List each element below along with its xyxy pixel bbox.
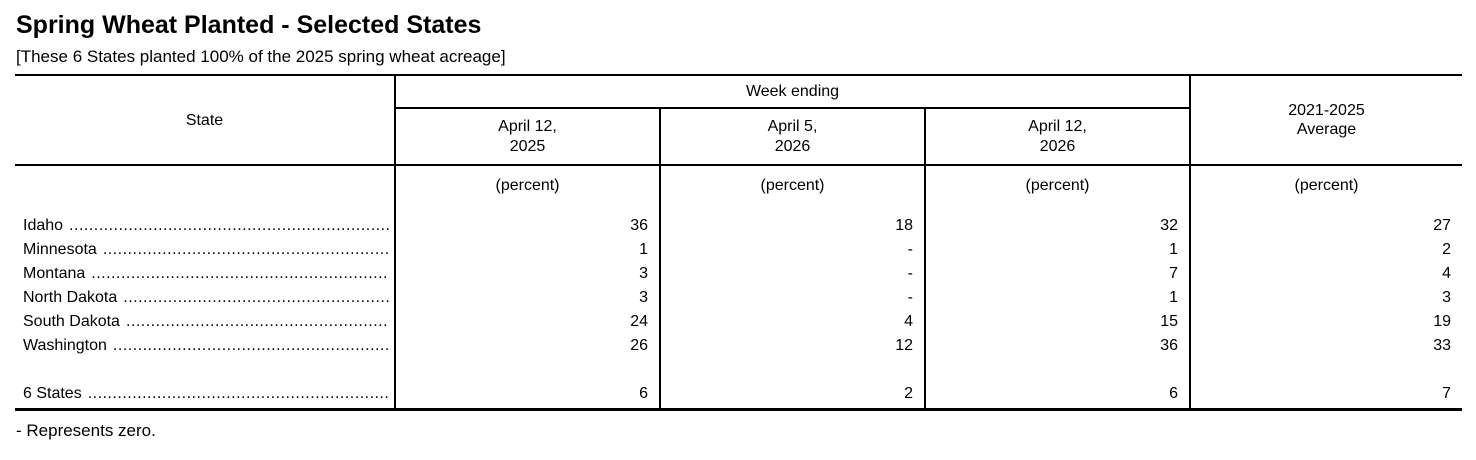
table-row: South Dakota ...........................… xyxy=(15,309,1462,334)
unit-cell: (percent) xyxy=(395,165,661,214)
value-cell: 27 xyxy=(1433,216,1451,234)
value-cell: 6 xyxy=(925,381,1191,410)
state-cell: Montana ................................… xyxy=(15,261,396,286)
dot-leader: ........................................… xyxy=(123,288,389,306)
total-row: 6 States ...............................… xyxy=(15,381,1462,410)
column-header-average: 2021-2025 Average xyxy=(1190,75,1462,167)
state-cell: Idaho ..................................… xyxy=(15,213,396,238)
value-cell: - xyxy=(660,261,926,286)
value-cell: 24 xyxy=(395,309,661,334)
column-header-date-2: April 5, 2026 xyxy=(660,108,926,167)
state-label: Washington xyxy=(23,336,107,354)
column-header-state: State xyxy=(15,75,396,167)
value-cell: 3 xyxy=(1442,288,1451,306)
table-row: Montana ................................… xyxy=(15,261,1462,286)
value-cell: 2 xyxy=(660,381,926,410)
value-cell: - xyxy=(660,237,926,262)
value-cell: 7 xyxy=(925,261,1191,286)
dot-leader: ........................................… xyxy=(125,312,389,330)
value-cell: 26 xyxy=(395,333,661,358)
unit-cell: (percent) xyxy=(660,165,926,214)
value-cell: 4 xyxy=(660,309,926,334)
state-cell: Washington .............................… xyxy=(15,333,396,358)
dot-leader: ........................................… xyxy=(102,240,389,258)
value-cell: 3 xyxy=(395,285,661,310)
value-cell: 33 xyxy=(1433,336,1451,354)
value-cell: 15 xyxy=(925,309,1191,334)
spacer-row xyxy=(15,357,1462,382)
value-cell: 18 xyxy=(660,213,926,238)
page-subtitle: [These 6 States planted 100% of the 2025… xyxy=(16,46,506,66)
state-label: Minnesota xyxy=(23,240,97,258)
state-label: South Dakota xyxy=(23,312,120,330)
state-cell: 6 States ...............................… xyxy=(15,381,396,410)
value-cell: - xyxy=(660,285,926,310)
value-cell: 12 xyxy=(660,333,926,358)
state-label: North Dakota xyxy=(23,288,118,306)
total-label: 6 States xyxy=(23,384,82,402)
dot-leader: ........................................… xyxy=(112,336,389,354)
footnote: - Represents zero. xyxy=(16,420,156,440)
state-cell: South Dakota ...........................… xyxy=(15,309,396,334)
dot-leader: ........................................… xyxy=(87,384,389,402)
header-row-dates: April 12, 2025 April 5, 2026 April 12, 2… xyxy=(15,108,1462,167)
value-cell: 36 xyxy=(395,213,661,238)
value-cell: 1 xyxy=(395,237,661,262)
column-header-week-ending: Week ending xyxy=(395,75,1191,110)
state-label: Idaho xyxy=(23,216,64,234)
table-row: Idaho ..................................… xyxy=(15,213,1462,238)
value-cell: 7 xyxy=(1442,384,1451,402)
report-page: Spring Wheat Planted - Selected States [… xyxy=(15,11,1462,440)
value-cell: 2 xyxy=(1442,240,1451,258)
value-cell: 6 xyxy=(395,381,661,410)
unit-row: (percent) (percent) (percent) (percent) xyxy=(15,165,1462,214)
header-row-group: State Week ending 2021-2025 Average xyxy=(15,75,1462,167)
value-cell: 19 xyxy=(1433,312,1451,330)
dot-leader: ........................................… xyxy=(69,216,389,234)
state-cell: North Dakota ...........................… xyxy=(15,285,396,310)
table-row: North Dakota ...........................… xyxy=(15,285,1462,310)
spring-wheat-table: State Week ending 2021-2025 Average Apri… xyxy=(15,74,1462,411)
value-cell: 3 xyxy=(395,261,661,286)
value-cell: 1 xyxy=(925,237,1191,262)
unit-cell: (percent) xyxy=(925,165,1191,214)
table-row: Washington .............................… xyxy=(15,333,1462,358)
page-title: Spring Wheat Planted - Selected States xyxy=(16,11,482,39)
column-header-date-1: April 12, 2025 xyxy=(395,108,661,167)
value-cell: 36 xyxy=(925,333,1191,358)
state-cell: Minnesota ..............................… xyxy=(15,237,396,262)
unit-cell: (percent) xyxy=(1294,177,1359,195)
value-cell: 1 xyxy=(925,285,1191,310)
dot-leader: ........................................… xyxy=(91,264,389,282)
column-header-date-3: April 12, 2026 xyxy=(925,108,1191,167)
unit-cell-empty xyxy=(15,165,396,214)
value-cell: 4 xyxy=(1442,264,1451,282)
value-cell: 32 xyxy=(925,213,1191,238)
table-row: Minnesota ..............................… xyxy=(15,237,1462,262)
state-label: Montana xyxy=(23,264,86,282)
